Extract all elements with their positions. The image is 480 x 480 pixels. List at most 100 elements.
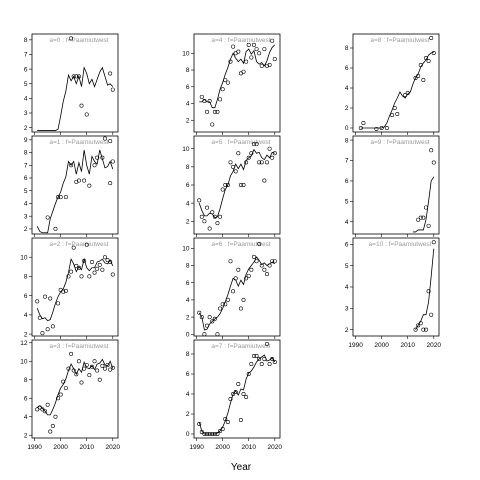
data-point [82, 259, 87, 264]
y-tick-label: 5 [24, 81, 28, 88]
data-point [110, 272, 115, 277]
panel-label: a=7 : f=Paamiutwest [211, 343, 270, 350]
data-point [212, 109, 217, 114]
data-point [56, 396, 61, 401]
data-point [259, 160, 264, 165]
data-point [403, 93, 408, 98]
data-point [58, 287, 63, 292]
fit-line [36, 149, 114, 234]
panel-data [36, 136, 115, 234]
panel-data [197, 142, 277, 231]
panel-label: a=10 : f=Paamiutwest [369, 241, 432, 248]
panel-label: a=5 : f=Paamiutwest [211, 139, 270, 146]
panel-a3: a=3 : f=Paamiutwest 2 4 6 8 10 12 1990 2000 2010 2… [20, 339, 120, 451]
data-point [205, 323, 210, 328]
fit-line [412, 176, 435, 233]
data-point [71, 245, 76, 250]
fit-line [198, 148, 275, 219]
data-point [244, 160, 249, 165]
x-tick-label: 2000 [374, 342, 389, 349]
data-point [79, 380, 84, 385]
panel-label: a=9 : f=Paamiutwest [370, 139, 429, 146]
data-point [92, 163, 97, 168]
panel-frame [31, 33, 119, 133]
data-point [50, 423, 55, 428]
y-tick-label: 6 [345, 242, 349, 249]
data-point [429, 312, 434, 317]
y-tick-label: 9 [24, 137, 28, 144]
data-point [43, 409, 48, 414]
data-point [262, 267, 267, 272]
panel-a7: a=7 : f=Paamiutwest 0 2 4 6 8 1990 2000 2010 2020 [186, 339, 282, 451]
panel-a9: a=9 : f=Paamiutwest 4 5 6 7 8 [345, 135, 440, 237]
data-point [69, 163, 74, 168]
data-point [45, 327, 50, 332]
data-point [429, 35, 434, 40]
panel-a0: a=0 : f=Paamiutwest 2 3 4 5 6 7 8 [24, 33, 119, 135]
y-tick-label: 4 [345, 284, 349, 291]
panel-frame [193, 339, 281, 439]
data-point [76, 74, 81, 79]
y-tick-label: 8 [186, 164, 190, 171]
data-point [223, 302, 228, 307]
y-tick-label: 4 [186, 391, 190, 398]
y-tick-label: 10 [182, 146, 190, 153]
data-point [257, 160, 262, 165]
data-point [270, 356, 275, 361]
y-tick-label: 10 [182, 246, 190, 253]
panel-data [197, 341, 277, 436]
data-point [361, 121, 366, 126]
data-point [202, 332, 207, 336]
data-point [392, 106, 397, 111]
data-point [251, 353, 256, 358]
data-point [61, 289, 66, 294]
data-point [210, 431, 215, 436]
x-tick-label: 1990 [27, 444, 42, 451]
data-point [223, 183, 228, 188]
data-point [244, 276, 249, 281]
fit-line [37, 66, 114, 131]
data-point [236, 49, 241, 54]
data-point [238, 183, 243, 188]
data-point [84, 112, 89, 117]
y-tick-label: 10 [182, 50, 190, 57]
data-point [272, 151, 277, 156]
data-point [244, 394, 249, 399]
data-point [220, 426, 225, 431]
data-point [264, 63, 269, 68]
x-tick-label: 1990 [348, 342, 363, 349]
data-point [233, 276, 238, 281]
data-point [205, 205, 210, 210]
data-point [212, 214, 217, 219]
data-point [69, 351, 74, 356]
data-point [249, 151, 254, 156]
y-tick-label: 2 [24, 432, 28, 439]
y-tick-label: 8 [24, 274, 28, 281]
y-tick-label: 4 [186, 200, 190, 207]
y-tick-label: 6 [24, 66, 28, 73]
panel-frame [352, 135, 440, 235]
data-point [223, 416, 228, 421]
data-point [418, 321, 423, 326]
data-point [233, 169, 238, 174]
data-point [254, 142, 259, 147]
data-point [71, 368, 76, 373]
y-tick-label: 8 [345, 137, 349, 144]
data-point [87, 274, 92, 279]
y-tick-label: 6 [345, 178, 349, 185]
panel-frame [193, 237, 281, 337]
data-point [58, 195, 63, 200]
data-point [97, 377, 102, 382]
data-point [207, 99, 212, 104]
data-point [215, 431, 220, 436]
panel-label: a=8 : f=Paamiutwest [370, 37, 429, 44]
panel-data [35, 351, 115, 434]
data-point [264, 341, 269, 346]
panel-a5: a=5 : f=Paamiutwest 2 4 6 8 10 [182, 135, 281, 237]
data-point [197, 310, 202, 315]
y-tick-label: 2 [186, 117, 190, 124]
data-point [205, 109, 210, 114]
panel-frame [352, 237, 440, 337]
y-tick-label: 8 [24, 37, 28, 44]
